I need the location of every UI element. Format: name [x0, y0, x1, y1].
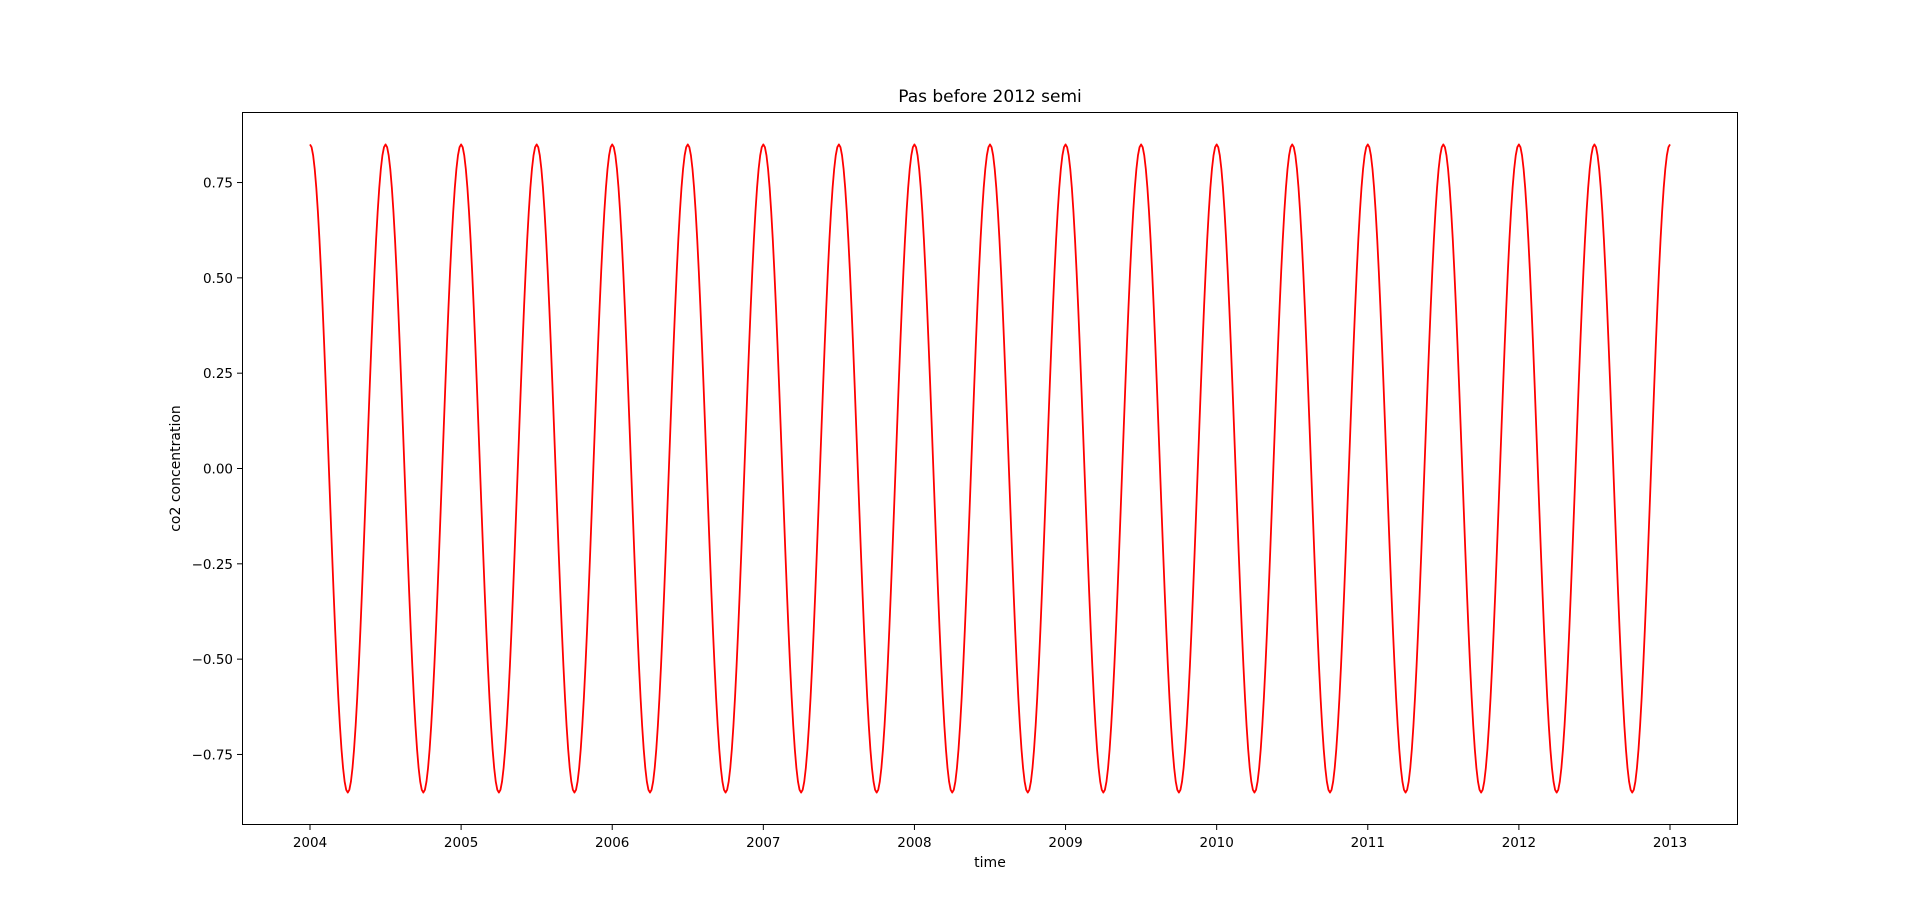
x-tick-label: 2007: [746, 835, 780, 851]
x-axis: 2004 2005 2006 2007 2008 2009 2010 2011 2012 2013: [293, 825, 1687, 851]
y-tick-label: −0.25: [192, 557, 233, 573]
x-tick-label: 2009: [1048, 835, 1082, 851]
x-tick-label: 2010: [1199, 835, 1233, 851]
y-tick-label: 0.00: [203, 462, 233, 478]
y-tick-label: 0.75: [203, 176, 233, 192]
x-axis-label: time: [974, 855, 1006, 871]
x-tick-label: 2008: [897, 835, 931, 851]
x-tick-label: 2013: [1653, 835, 1687, 851]
plot-area-background: [242, 112, 1738, 825]
series-line-0: [309, 143, 1671, 794]
x-tick-label: 2005: [444, 835, 478, 851]
y-tick-label: 0.25: [203, 366, 233, 382]
y-tick-label: 0.50: [203, 271, 233, 287]
x-tick-label: 2011: [1351, 835, 1385, 851]
plot-frame: [242, 112, 1738, 825]
y-axis-label: co2 concentration: [168, 405, 184, 532]
y-axis: 0.75 0.50 0.25 0.00 −0.25 −0.50 −0.75: [192, 176, 242, 763]
series-layer: [309, 143, 1671, 794]
y-tick-label: −0.50: [192, 652, 233, 668]
x-tick-label: 2004: [293, 835, 327, 851]
x-tick-label: 2006: [595, 835, 629, 851]
y-tick-label: −0.75: [192, 747, 233, 763]
x-tick-label: 2012: [1502, 835, 1536, 851]
chart-title: Pas before 2012 semi: [898, 87, 1082, 107]
